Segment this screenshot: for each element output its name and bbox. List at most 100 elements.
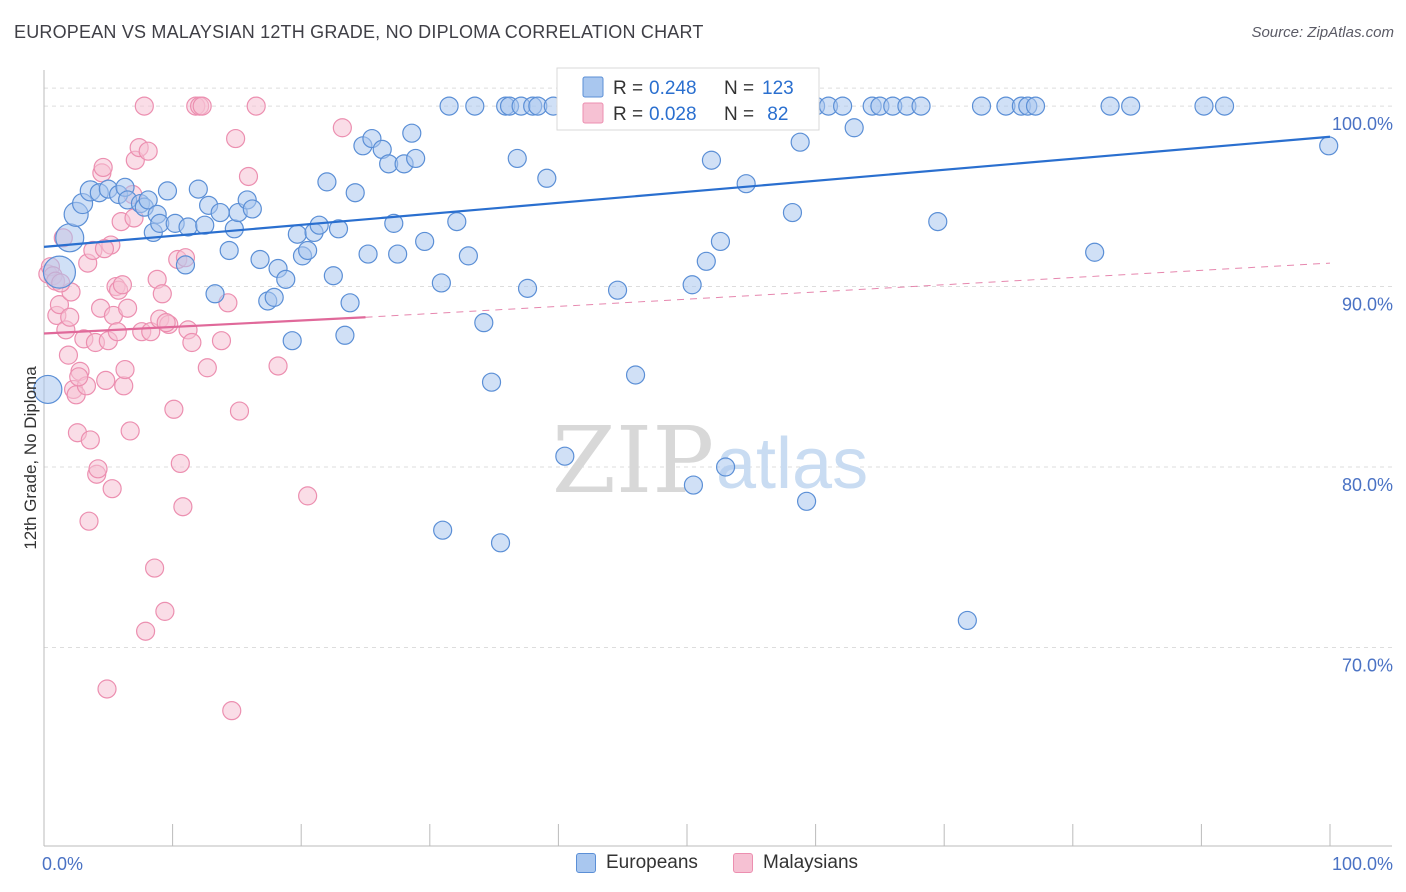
malaysian-point (49, 295, 70, 315)
european-point (555, 446, 575, 466)
legend-european-n-value: 123 (762, 78, 794, 99)
european-point (298, 240, 318, 261)
european-point (205, 284, 225, 304)
malaysian-point (96, 370, 116, 390)
european-point (833, 96, 853, 116)
axes (43, 70, 1392, 847)
european-point (157, 181, 178, 201)
malaysian-point (164, 399, 184, 419)
european-point (736, 174, 756, 194)
malaysian-point (298, 486, 318, 506)
european-point (439, 96, 459, 116)
legend-malaysian-r-value: 0.028 (649, 104, 697, 125)
malaysian-point (268, 356, 288, 376)
european-point (844, 118, 864, 138)
legend-item-malaysians[interactable]: Malaysians (733, 852, 858, 874)
european-point (402, 123, 422, 143)
malaysian-point (170, 453, 190, 474)
malaysians-swatch (733, 853, 753, 873)
european-point (406, 148, 426, 169)
european-point (796, 491, 817, 511)
malaysian-trend-extension (365, 262, 1331, 318)
european-point (696, 251, 716, 271)
european-point (250, 249, 270, 270)
y-tick-labels: 70.0% 80.0% 90.0% 100.0% (1332, 114, 1393, 675)
european-point (55, 223, 85, 253)
malaysian-point (69, 367, 89, 387)
european-point (607, 280, 628, 300)
malaysian-point (79, 511, 99, 531)
malaysian-point (117, 298, 138, 318)
watermark-atlas-text: atlas (716, 424, 868, 504)
european-point (195, 215, 215, 235)
legend-item-europeans[interactable]: Europeans (576, 852, 698, 874)
european-points (33, 96, 1339, 631)
x-tick-label-max: 100.0% (1332, 854, 1393, 874)
legend-european-r-label: R = (613, 78, 643, 99)
european-point (1319, 136, 1339, 156)
european-point (1025, 96, 1046, 116)
european-point (911, 96, 931, 116)
european-point (957, 610, 977, 631)
european-point (317, 172, 337, 192)
malaysian-point (134, 96, 154, 116)
malaysian-point (226, 128, 246, 149)
malaysian-point (238, 166, 259, 187)
european-point (507, 148, 527, 169)
malaysian-point (135, 621, 156, 641)
european-point (1214, 96, 1235, 116)
malaysian-point (112, 275, 133, 295)
malaysian-point (94, 239, 115, 259)
european-point (138, 190, 158, 210)
european-point (1121, 96, 1141, 116)
malaysian-point (332, 118, 352, 138)
european-point (1100, 96, 1120, 116)
stats-legend: R = 0.248 N = 123 R = 0.028 N = 82 (556, 67, 820, 131)
european-point (782, 202, 803, 223)
source-label: Source: ZipAtlas.com (1251, 24, 1394, 41)
y-tick-label-90: 90.0% (1342, 295, 1393, 315)
malaysian-point (93, 157, 113, 178)
european-point (42, 255, 77, 289)
european-point (328, 219, 349, 239)
european-point (33, 374, 63, 405)
european-point (625, 365, 646, 385)
european-point (490, 533, 511, 553)
europeans-label: Europeans (606, 852, 698, 873)
legend-european-swatch (582, 76, 604, 98)
malaysian-point (222, 701, 242, 721)
european-point (1194, 96, 1214, 116)
malaysian-point (246, 96, 266, 116)
malaysian-point (88, 459, 108, 479)
european-point (715, 457, 736, 477)
european-point (971, 96, 992, 116)
malaysian-point (197, 358, 217, 378)
legend-european-n-label: N = (724, 78, 754, 99)
watermark: ZIP atlas (552, 407, 868, 514)
european-point (474, 313, 494, 333)
european-point (188, 179, 208, 199)
european-point (224, 219, 244, 239)
european-point (415, 231, 435, 252)
malaysian-point (138, 141, 158, 161)
european-point (384, 213, 404, 233)
european-point (537, 168, 557, 188)
european-trend-line (43, 135, 1331, 248)
european-point (465, 96, 485, 116)
european-point (282, 331, 302, 351)
malaysian-point (80, 430, 100, 450)
y-tick-label-70: 70.0% (1342, 655, 1393, 675)
european-point (1085, 242, 1105, 262)
y-tick-label-80: 80.0% (1342, 475, 1393, 495)
europeans-swatch (576, 853, 596, 873)
european-point (345, 183, 365, 203)
european-point (219, 240, 239, 261)
malaysian-point (58, 345, 79, 365)
european-point (790, 132, 810, 152)
legend-malaysian-r-label: R = (613, 104, 643, 125)
series-legend: Europeans Malaysians (0, 852, 1406, 880)
x-tick-labels: 0.0% 100.0% (42, 854, 1393, 874)
european-point (388, 244, 408, 264)
malaysian-point (60, 307, 80, 327)
